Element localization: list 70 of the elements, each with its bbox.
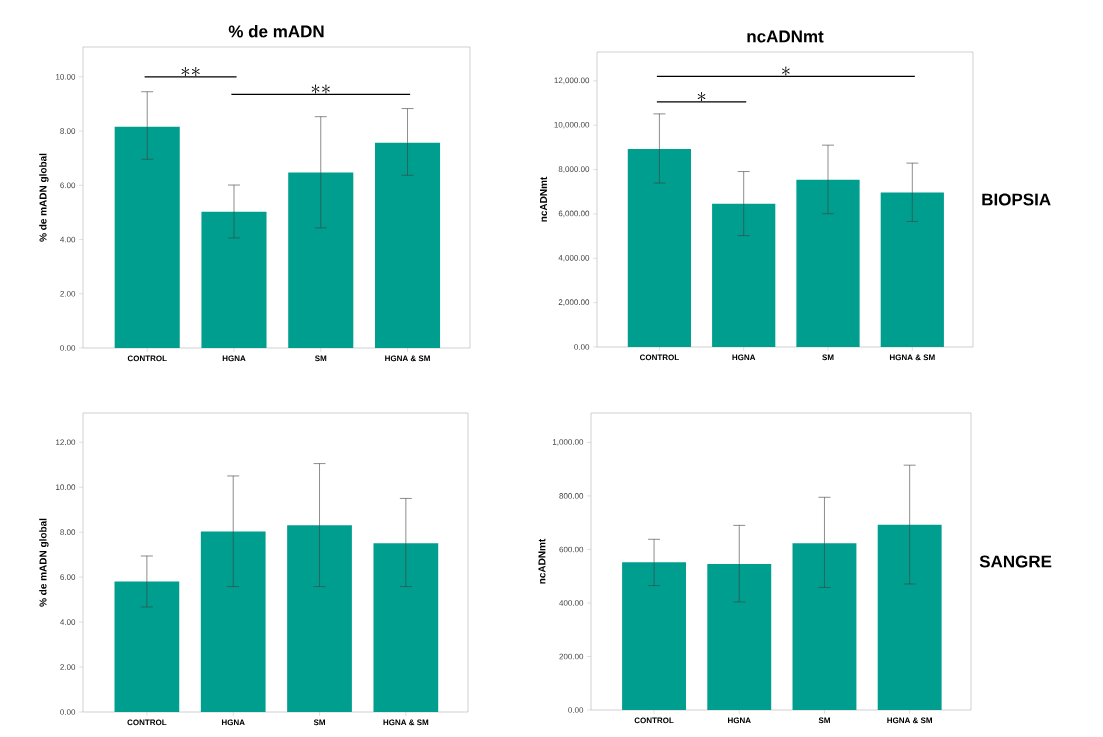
x-tick-label: CONTROL (127, 719, 167, 726)
y-tick-label: 0.00 (60, 345, 76, 351)
x-tick-label: HGNA & SM (383, 719, 429, 726)
bar (201, 211, 267, 348)
y-tick-label: 200.00 (559, 653, 584, 660)
bar (627, 148, 692, 347)
bar (880, 192, 944, 347)
annotation: $**$ (181, 66, 200, 76)
bar (287, 525, 352, 712)
y-tick-label: 12,000.00 (554, 77, 590, 85)
y-axis-title: % de mADN global (39, 518, 49, 607)
bar (114, 126, 180, 348)
y-tick-label: 4.00 (60, 619, 76, 625)
bar (200, 531, 266, 712)
bar (114, 581, 180, 712)
y-tick-label: 0.00 (574, 344, 590, 350)
x-tick-label: SM (818, 717, 830, 724)
y-tick-label: 600.00 (559, 546, 584, 553)
bar (707, 563, 772, 710)
y-tick-label: 8.00 (60, 128, 76, 134)
y-tick-label: 2,000.00 (558, 299, 590, 306)
y-tick-label: 1,000.00 (552, 439, 584, 446)
chart-title: ncADNmt (747, 30, 824, 43)
y-tick-label: 6,000.00 (558, 210, 590, 218)
y-tick-label: 6.00 (60, 182, 76, 189)
x-tick-label: HGNA (221, 719, 245, 726)
y-tick-label: 8.00 (60, 529, 76, 535)
y-tick-label: 4.00 (60, 236, 76, 243)
y-tick-label: 0.00 (60, 709, 76, 715)
annotation: $*$ (782, 66, 790, 76)
bar (373, 543, 439, 712)
y-tick-label: 10.00 (56, 484, 76, 491)
y-axis-title: ncADNmt (538, 538, 546, 584)
y-tick-label: 0.00 (568, 707, 584, 713)
y-axis-title: ncADNmt (540, 176, 548, 222)
y-tick-label: 6.00 (60, 574, 76, 580)
x-tick-label: HGNA & SM (385, 355, 430, 362)
bar (622, 562, 687, 710)
bar (288, 172, 354, 348)
bar (877, 524, 942, 710)
y-tick-label: 8,000.00 (558, 166, 590, 173)
x-tick-label: HGNA (732, 354, 756, 361)
x-tick-label: CONTROL (634, 717, 674, 724)
x-tick-label: HGNA & SM (889, 354, 935, 361)
x-tick-label: CONTROL (639, 354, 679, 361)
bar (374, 142, 441, 348)
y-tick-label: 12.00 (56, 439, 76, 446)
x-tick-label: SM (313, 719, 325, 726)
x-tick-label: SM (822, 354, 834, 361)
y-axis-title: % de mADN global (39, 153, 49, 242)
x-tick-label: SM (314, 355, 327, 362)
bar (796, 179, 860, 347)
bar (792, 543, 857, 710)
annotation: $*$ (697, 92, 706, 101)
chart-title: % de mADN (228, 24, 324, 38)
y-tick-label: 4,000.00 (558, 254, 590, 262)
y-tick-label: 400.00 (559, 600, 584, 606)
x-tick-label: CONTROL (127, 355, 167, 362)
annotation: $**$ (311, 84, 330, 94)
text: BIOPSIA (982, 193, 1051, 206)
x-tick-label: HGNA (222, 355, 246, 362)
x-tick-label: HGNA & SM (887, 717, 933, 724)
bar (712, 203, 776, 347)
y-tick-label: 10,000.00 (554, 121, 590, 129)
text: SANGRE (979, 555, 1052, 568)
x-tick-label: HGNA (728, 717, 751, 724)
y-tick-label: 2.00 (60, 290, 76, 297)
y-tick-label: 800.00 (559, 493, 584, 499)
y-tick-label: 10.00 (56, 73, 76, 80)
y-tick-label: 2.00 (60, 664, 76, 670)
